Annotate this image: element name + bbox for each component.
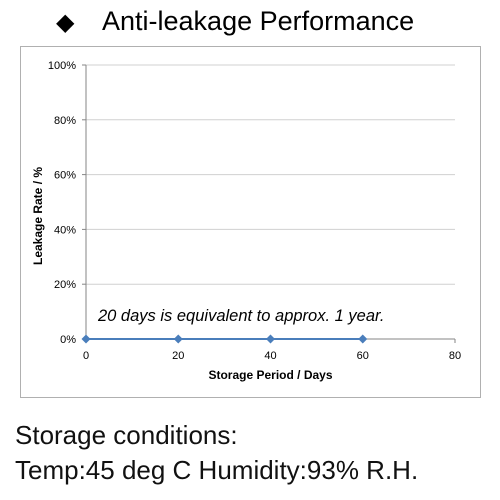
leakage-chart: 0% 20% 40% 60% 80% 100% 0 20 40 60 80 20 days is eq…: [31, 60, 461, 382]
x-tick-label: 60: [357, 350, 369, 362]
data-point: [81, 334, 91, 344]
page-heading: ◆ Anti-leakage Performance: [56, 6, 414, 37]
chart-annotation: 20 days is equivalent to approx. 1 year.: [97, 307, 384, 325]
chart-area: 0% 20% 40% 60% 80% 100% 0 20 40 60 80 20 days is eq…: [20, 46, 481, 398]
x-tick-label: 0: [83, 350, 89, 362]
y-axis-label: Leakage Rate / %: [31, 167, 45, 265]
x-tick-label: 80: [449, 350, 461, 362]
diamond-bullet-icon: ◆: [56, 9, 75, 36]
data-point: [173, 334, 183, 344]
y-tick-label: 0%: [60, 334, 76, 346]
page-title: Anti-leakage Performance: [102, 6, 415, 36]
y-tick-label: 60%: [54, 170, 76, 182]
y-tick-label: 40%: [54, 224, 76, 236]
x-tick-label: 20: [172, 350, 184, 362]
data-point: [358, 334, 368, 344]
data-point: [266, 334, 275, 344]
y-tick-label: 20%: [54, 279, 76, 291]
y-tick-label: 100%: [48, 60, 76, 72]
x-axis-label: Storage Period / Days: [208, 368, 332, 382]
storage-conditions-values: Temp:45 deg C Humidity:93% R.H.: [15, 455, 419, 485]
x-tick-label: 40: [264, 350, 276, 362]
y-tick-label: 80%: [54, 115, 76, 127]
storage-conditions-heading: Storage conditions:: [15, 420, 238, 450]
